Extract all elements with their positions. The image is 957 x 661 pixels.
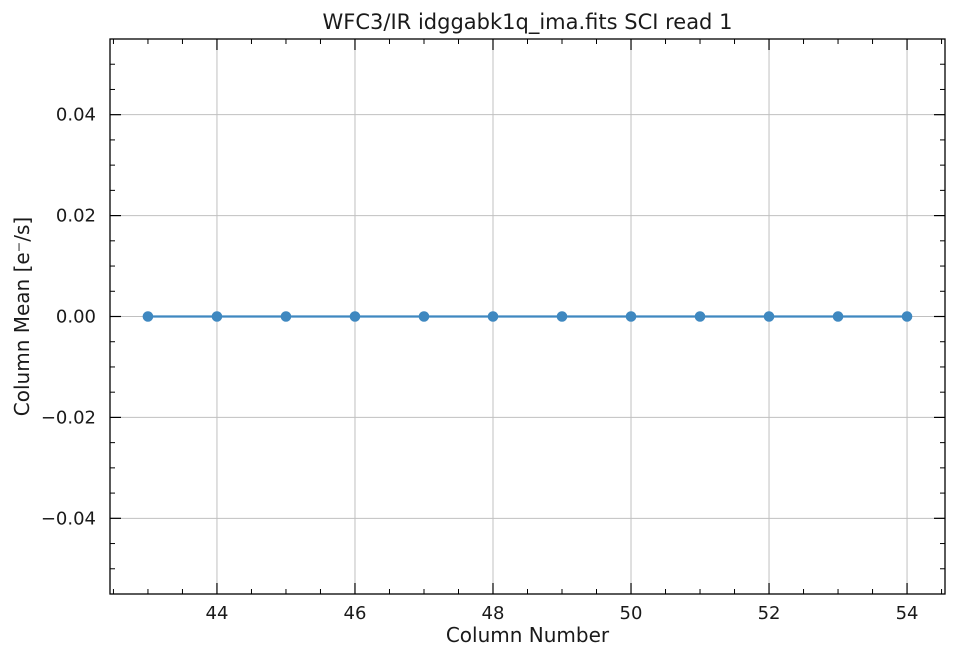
data-point (349, 311, 361, 322)
y-tick-label: −0.02 (41, 407, 96, 428)
y-tick-label: 0.04 (56, 105, 96, 126)
tick-labels: 44 46 48 50 52 54 −0.04 −0.02 0.00 0.02 0.04 (41, 105, 919, 624)
x-tick-label: 52 (758, 603, 781, 624)
y-axis-label: Column Mean [e⁻/s] (10, 217, 34, 416)
series-layer (142, 311, 913, 322)
y-tick-label: 0.02 (56, 206, 96, 227)
data-point (694, 311, 706, 322)
data-point (901, 311, 913, 322)
axis-ticks (110, 38, 945, 595)
data-point (280, 311, 292, 322)
x-tick-label: 54 (896, 603, 919, 624)
data-point (832, 311, 844, 322)
data-point (142, 311, 154, 322)
data-point (211, 311, 223, 322)
data-point (487, 311, 499, 322)
x-tick-label: 48 (482, 603, 505, 624)
x-axis-label: Column Number (446, 623, 610, 647)
y-tick-label: −0.04 (41, 508, 96, 529)
y-tick-label: 0.00 (56, 307, 96, 328)
data-point (763, 311, 775, 322)
chart-title: WFC3/IR idggabk1q_ima.fits SCI read 1 (323, 10, 733, 35)
data-point (418, 311, 430, 322)
data-point (556, 311, 568, 322)
x-tick-label: 44 (206, 603, 229, 624)
x-tick-label: 50 (620, 603, 643, 624)
data-point (625, 311, 637, 322)
x-tick-label: 46 (344, 603, 367, 624)
